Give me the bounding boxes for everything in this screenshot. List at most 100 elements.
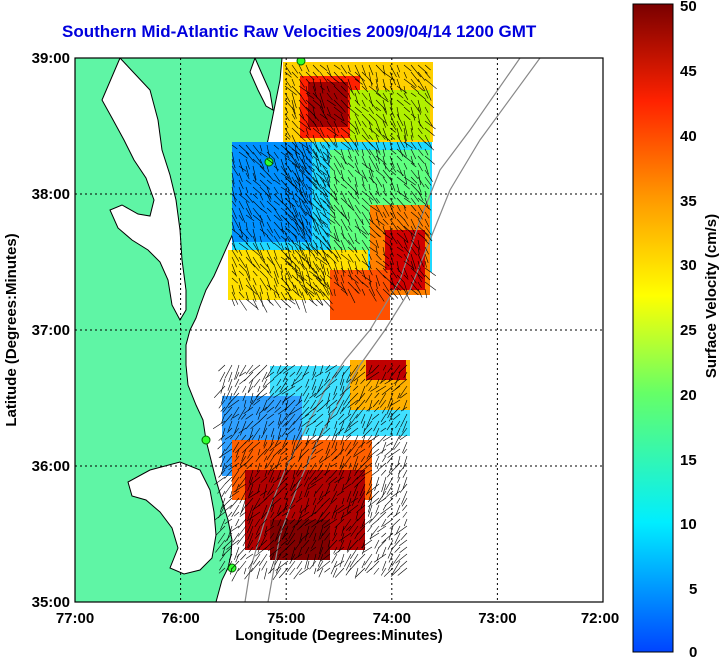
velocity-arrow	[304, 497, 310, 513]
velocity-arrow	[273, 476, 282, 484]
velocity-arrow	[397, 469, 401, 479]
velocity-arrow	[417, 232, 428, 241]
velocity-arrow	[301, 263, 307, 269]
velocity-arrow	[308, 221, 312, 229]
velocity-arrow	[351, 476, 359, 485]
velocity-arrow	[315, 420, 324, 428]
velocity-arrow	[322, 207, 327, 216]
velocity-arrow	[267, 567, 275, 574]
velocity-arrow	[375, 134, 380, 144]
velocity-arrow	[387, 539, 394, 550]
velocity-arrow	[417, 85, 424, 92]
velocity-arrow	[273, 263, 279, 278]
velocity-arrow	[417, 246, 420, 255]
velocity-arrow	[273, 172, 281, 182]
velocity-arrow	[326, 78, 336, 86]
velocity-arrow	[280, 221, 284, 235]
velocity-arrow	[354, 246, 358, 254]
velocity-arrow	[381, 532, 394, 544]
velocity-arrow	[334, 518, 345, 529]
velocity-arrow	[389, 281, 402, 291]
velocity-arrow	[389, 141, 393, 150]
velocity-arrow	[382, 281, 390, 292]
velocity-arrow	[394, 532, 401, 544]
velocity-arrow	[245, 242, 254, 251]
velocity-arrow	[389, 113, 396, 127]
velocity-arrow	[239, 511, 247, 517]
velocity-arrow	[360, 497, 366, 509]
velocity-arrow	[396, 246, 404, 252]
velocity-arrow	[375, 260, 387, 269]
velocity-arrow	[301, 207, 308, 215]
velocity-arrow	[410, 148, 417, 160]
velocity-arrow	[305, 134, 313, 143]
velocity-arrow	[252, 221, 255, 228]
velocity-arrow	[291, 134, 298, 148]
velocity-arrow	[247, 560, 254, 569]
velocity-arrow	[368, 267, 373, 276]
velocity-arrow	[291, 197, 299, 203]
velocity-arrow	[354, 141, 359, 152]
velocity-arrow	[368, 260, 371, 268]
velocity-arrow	[381, 532, 387, 538]
velocity-arrow	[312, 274, 323, 282]
velocity-arrow	[254, 518, 261, 528]
velocity-arrow	[231, 207, 237, 219]
velocity-arrow	[424, 239, 430, 245]
velocity-arrow	[340, 211, 350, 222]
velocity-arrow	[257, 448, 261, 456]
velocity-arrow	[417, 183, 422, 193]
velocity-arrow	[298, 225, 306, 239]
velocity-arrow	[250, 476, 261, 486]
velocity-arrow	[320, 511, 331, 523]
velocity-arrow	[266, 235, 275, 244]
velocity-arrow	[245, 497, 254, 507]
velocity-arrow	[294, 158, 301, 168]
velocity-arrow	[361, 127, 370, 140]
velocity-arrow	[375, 78, 379, 91]
velocity-arrow	[266, 172, 275, 182]
velocity-arrow	[259, 256, 269, 268]
velocity-arrow	[340, 64, 348, 74]
velocity-arrow	[267, 392, 275, 401]
velocity-arrow	[319, 78, 324, 94]
velocity-arrow	[273, 221, 284, 233]
velocity-arrow	[238, 476, 247, 488]
velocity-arrow	[394, 371, 401, 386]
velocity-arrow	[266, 364, 275, 378]
velocity-arrow	[280, 284, 290, 292]
velocity-arrow	[333, 260, 339, 274]
velocity-arrow	[284, 120, 289, 129]
velocity-arrow	[357, 490, 366, 504]
velocity-arrow	[382, 225, 386, 235]
velocity-arrow	[252, 263, 260, 272]
velocity-arrow	[375, 190, 381, 197]
colorbar-tick: 40	[680, 128, 697, 145]
velocity-arrow	[284, 176, 297, 188]
velocity-arrow	[347, 169, 354, 178]
velocity-arrow	[383, 567, 394, 577]
velocity-arrow	[238, 214, 244, 221]
velocity-arrow	[298, 78, 305, 88]
velocity-arrow	[343, 392, 352, 406]
y-tick: 37:00	[32, 322, 70, 339]
velocity-arrow	[340, 155, 348, 165]
velocity-arrow	[305, 120, 311, 130]
velocity-arrow	[227, 378, 233, 391]
velocity-arrow	[231, 256, 238, 268]
velocity-arrow	[353, 434, 359, 446]
velocity-arrow	[324, 567, 331, 573]
velocity-arrow	[234, 455, 240, 462]
velocity-arrow	[287, 179, 295, 187]
velocity-arrow	[417, 71, 426, 81]
velocity-arrow	[326, 106, 331, 116]
velocity-arrow	[410, 169, 419, 179]
velocity-arrow	[424, 127, 435, 137]
velocity-arrow	[347, 260, 353, 274]
velocity-arrow	[389, 218, 398, 231]
velocity-arrow	[285, 455, 296, 464]
velocity-arrow	[308, 291, 315, 298]
velocity-arrow	[328, 406, 338, 416]
velocity-arrow	[333, 162, 341, 176]
velocity-arrow	[258, 413, 268, 423]
